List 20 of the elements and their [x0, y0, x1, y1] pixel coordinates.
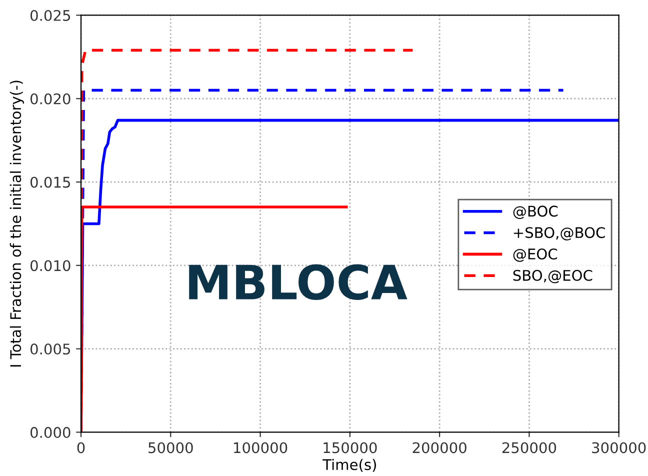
- y-tick-label: 0.020: [30, 93, 70, 104]
- y-axis-title: I Total Fraction of the initial inventory(-): [10, 80, 24, 367]
- x-tick-label: 300000: [592, 442, 646, 454]
- x-tick-label: 50000: [148, 442, 193, 454]
- x-axis-title: Time(s): [322, 458, 376, 472]
- x-tick-label: 150000: [324, 442, 377, 454]
- legend-label: +SBO,@BOC: [514, 227, 605, 240]
- legend-label: @EOC: [513, 248, 558, 262]
- y-tick-label: 0.005: [30, 344, 70, 355]
- x-tick-label: 100000: [234, 442, 288, 454]
- y-tick-label: 0.000: [30, 426, 70, 438]
- y-tick-label: 0.015: [30, 176, 70, 188]
- x-tick-label: 0: [77, 442, 85, 454]
- x-tick-label: 200000: [412, 442, 466, 454]
- x-tick-label: 250000: [502, 442, 556, 454]
- y-tick-label: 0.025: [30, 10, 70, 21]
- legend-label: SBO,@EOC: [513, 270, 592, 284]
- legend-label: @BOC: [513, 206, 558, 220]
- y-tick-label: 0.010: [30, 260, 70, 272]
- annotation: MBLOCA: [189, 264, 408, 300]
